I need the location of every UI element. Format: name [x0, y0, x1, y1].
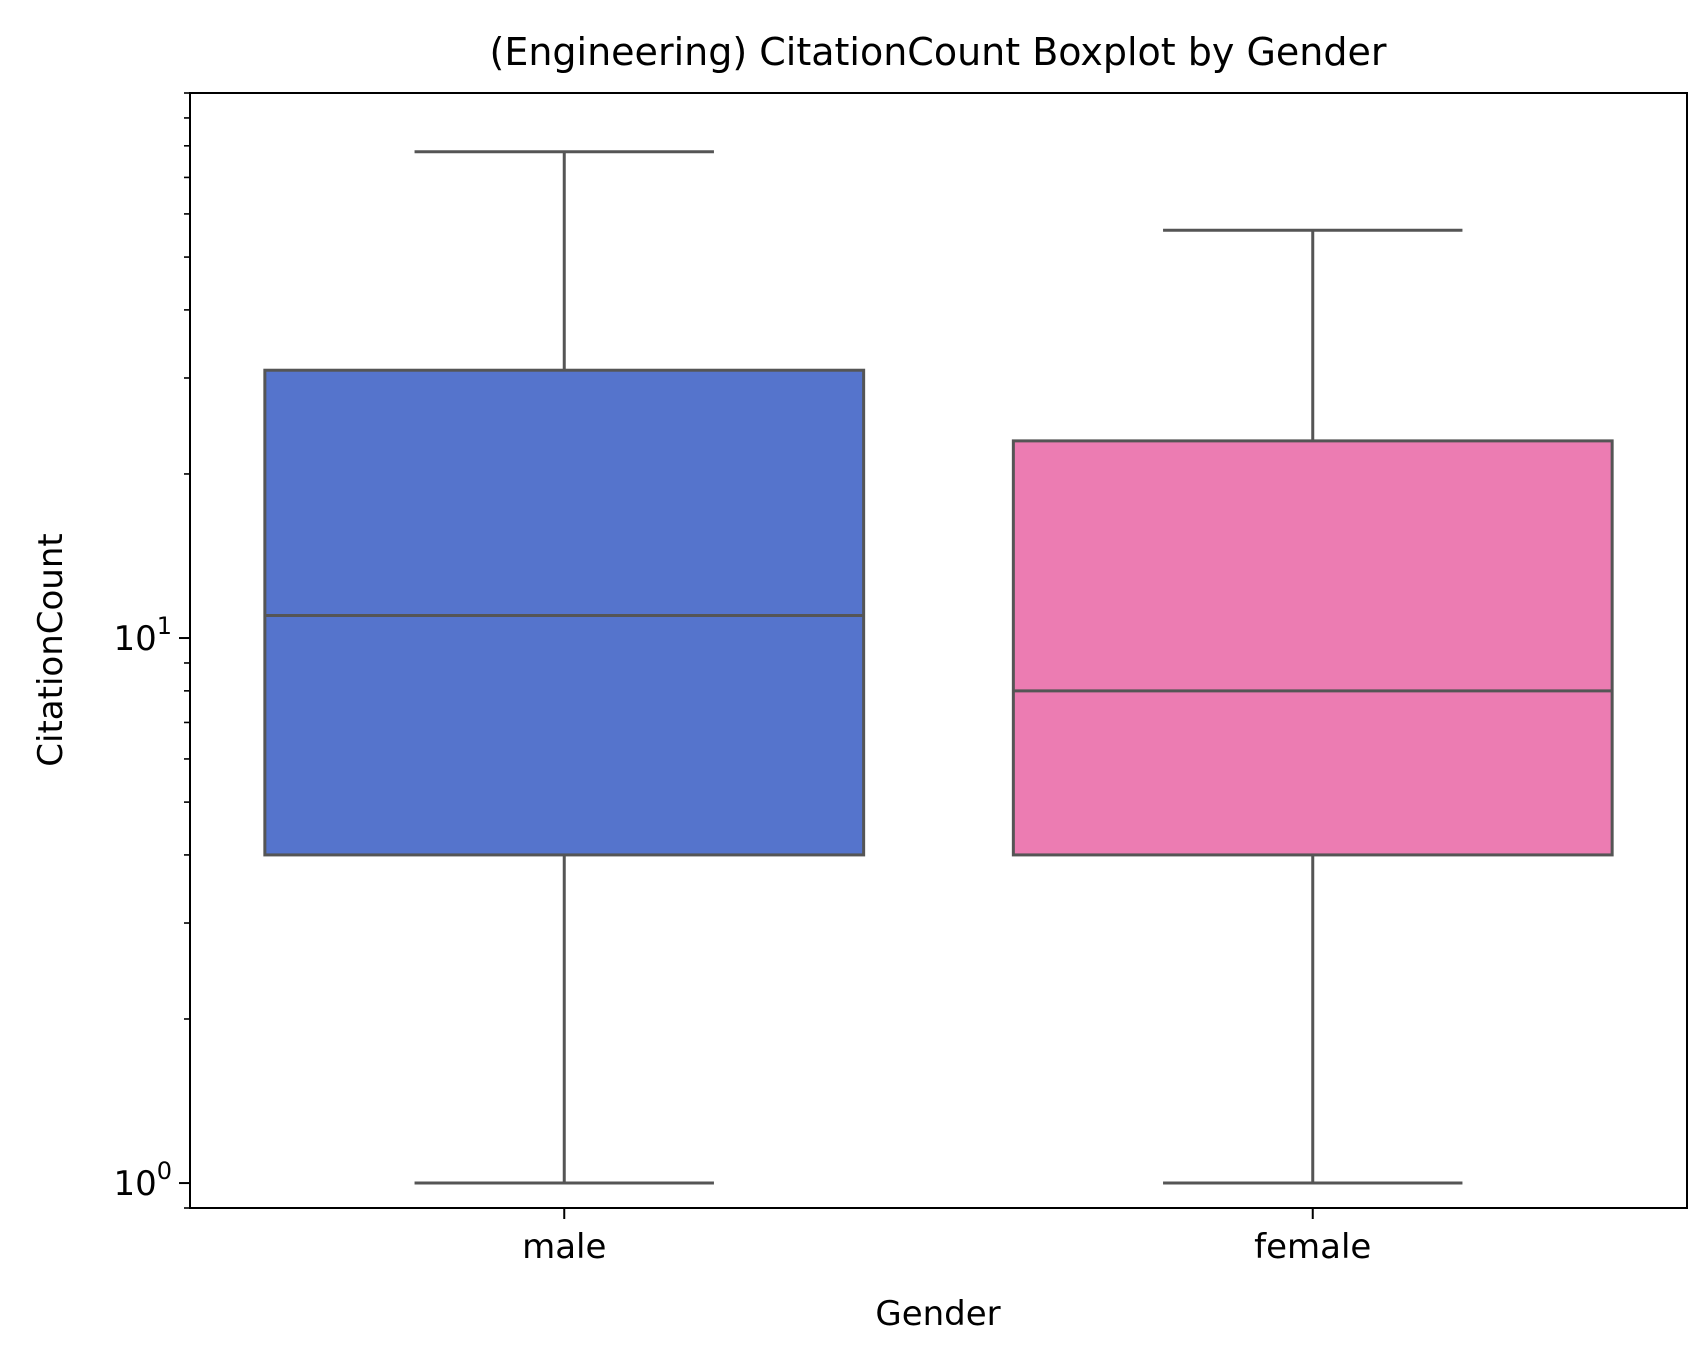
box-body-male [263, 368, 866, 857]
plot-area [263, 150, 1614, 1185]
x-tick-label: male [522, 1227, 606, 1267]
box-body-female [1011, 439, 1614, 857]
chart-title: (Engineering) CitationCount Boxplot by G… [490, 30, 1387, 74]
plot-frame [189, 92, 1688, 1209]
x-tick-label: female [1254, 1227, 1371, 1267]
y-tick-label: 101 [113, 612, 172, 659]
y-axis-label: CitationCount [31, 533, 71, 766]
x-axis: male female [522, 1208, 1371, 1267]
y-axis: 100 101 [113, 92, 190, 1209]
box-female [1011, 228, 1614, 1185]
y-tick-label: 100 [113, 1157, 172, 1204]
x-axis-label: Gender [875, 1294, 1000, 1334]
box-male [263, 150, 866, 1185]
